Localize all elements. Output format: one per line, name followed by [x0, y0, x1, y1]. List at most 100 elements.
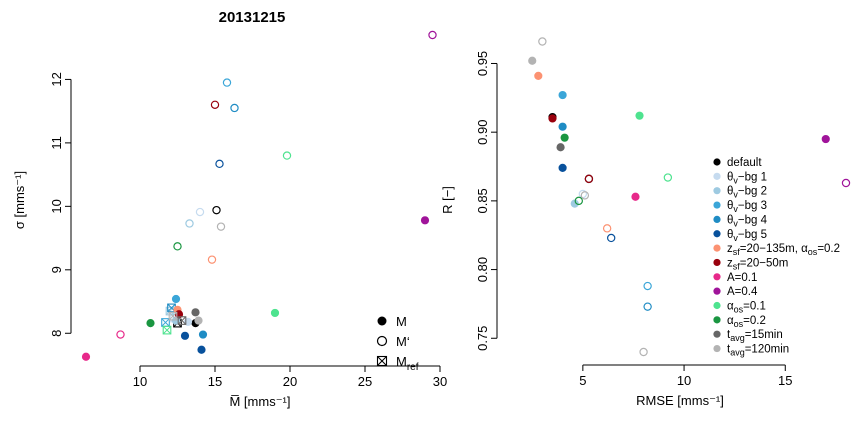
- data-point: [199, 331, 206, 338]
- legend-swatch: [713, 302, 720, 309]
- data-point: [604, 225, 611, 232]
- legend-series: default θv−bg 1θv−bg 2θv−bg 3θv−bg 4θv−bg…: [713, 157, 840, 358]
- legend-swatch: [713, 245, 720, 252]
- data-point: [559, 91, 566, 98]
- x-tick-label: 10: [677, 373, 691, 388]
- data-point: [608, 234, 615, 241]
- data-point: [82, 353, 89, 360]
- y-axis-label: σ [mms⁻¹]: [12, 171, 27, 229]
- legend-label: tavg=15min: [727, 329, 783, 343]
- data-point: [271, 309, 278, 316]
- data-point: [192, 309, 199, 316]
- data-point: [223, 79, 230, 86]
- data-point: [195, 317, 202, 324]
- data-point: [822, 135, 829, 142]
- left-panel: 10 15 20 25 30 8 9 10 11 12 M̅ [mms⁻¹] σ [mms⁻¹] M M‘…: [12, 31, 447, 409]
- data-point: [549, 115, 556, 122]
- legend-swatch: [713, 216, 720, 223]
- x-tick-label: 15: [778, 373, 792, 388]
- data-point: [213, 207, 220, 214]
- x-tick-label: 30: [433, 374, 447, 389]
- data-point: [559, 123, 566, 130]
- data-point: [217, 223, 224, 230]
- data-point: [632, 193, 639, 200]
- data-point: [208, 256, 215, 263]
- data-point: [421, 217, 428, 224]
- legend-marker: [378, 337, 387, 346]
- data-point: [216, 160, 223, 167]
- legend-label: default: [727, 157, 762, 169]
- x-tick-label: 20: [283, 374, 297, 389]
- y-tick-label: 10: [49, 199, 64, 213]
- y-axis-label: R [−]: [440, 186, 455, 214]
- legend-swatch: [713, 259, 720, 266]
- legend-swatch: [713, 158, 720, 165]
- data-point: [198, 346, 205, 353]
- data-point: [196, 208, 203, 215]
- legend-label: A=0.4: [727, 286, 758, 298]
- data-point: [644, 303, 651, 310]
- legend-label: A=0.1: [727, 272, 757, 284]
- data-point: [559, 164, 566, 171]
- legend-label: M: [396, 314, 407, 329]
- x-tick-label: 10: [133, 374, 147, 389]
- data-point: [842, 179, 849, 186]
- y-tick-label: 0.85: [475, 188, 490, 213]
- x-tick-label: 5: [579, 373, 586, 388]
- figure-title: 20131215: [219, 9, 286, 26]
- data-point: [557, 144, 564, 151]
- legend-swatch: [713, 273, 720, 280]
- legend-label: θv−bg 5: [727, 229, 767, 243]
- data-point: [174, 243, 181, 250]
- x-tick-label: 15: [208, 374, 222, 389]
- data-point: [535, 72, 542, 79]
- y-tick-label: 0.75: [475, 326, 490, 351]
- legend-label: αos=0.2: [727, 315, 766, 329]
- x-axis-label: M̅ [mms⁻¹]: [229, 394, 290, 409]
- legend-label: θv−bg 1: [727, 171, 767, 185]
- legend-swatch: [713, 187, 720, 194]
- data-point: [664, 174, 671, 181]
- legend-label: θv−bg 4: [727, 214, 768, 228]
- legend-swatch: [713, 288, 720, 295]
- data-point: [585, 175, 592, 182]
- data-point: [561, 134, 568, 141]
- legend-marker: [378, 317, 387, 326]
- y-tick-label: 0.95: [475, 51, 490, 76]
- legend-label: θv−bg 3: [727, 200, 767, 214]
- data-point: [581, 192, 588, 199]
- x-tick-label: 25: [358, 374, 372, 389]
- right-panel: 5 10 15 0.75 0.80 0.85 0.90 0.95 RMSE [mms⁻¹] R […: [440, 38, 850, 408]
- legend-label: θv−bg 2: [727, 186, 767, 200]
- legend-swatch: [713, 316, 720, 323]
- data-point: [172, 295, 179, 302]
- legend-swatch: [713, 173, 720, 180]
- y-tick-label: 0.80: [475, 257, 490, 282]
- y-tick-label: 0.90: [475, 120, 490, 145]
- legend-swatch: [713, 331, 720, 338]
- data-point: [231, 104, 238, 111]
- data-point: [186, 220, 193, 227]
- data-point: [181, 332, 188, 339]
- data-point: [162, 319, 170, 327]
- legend-label: Mref: [396, 354, 419, 373]
- legend-label: zsf=20−50m: [727, 257, 788, 271]
- x-axis-label: RMSE [mms⁻¹]: [636, 393, 724, 408]
- legend-swatch: [713, 230, 720, 237]
- data-point: [636, 112, 643, 119]
- y-tick-label: 8: [49, 330, 64, 337]
- data-point: [644, 282, 651, 289]
- legend-label: tavg=120min: [727, 344, 789, 358]
- data-point: [117, 331, 124, 338]
- legend-markers: M M‘ Mref: [378, 314, 419, 373]
- data-point: [429, 31, 436, 38]
- legend-label: αos=0.1: [727, 301, 766, 315]
- legend-swatch: [713, 201, 720, 208]
- data-point: [211, 101, 218, 108]
- data-point: [163, 326, 171, 334]
- data-point: [529, 57, 536, 64]
- y-tick-label: 9: [49, 266, 64, 273]
- y-tick-label: 11: [49, 136, 64, 150]
- data-point: [283, 152, 290, 159]
